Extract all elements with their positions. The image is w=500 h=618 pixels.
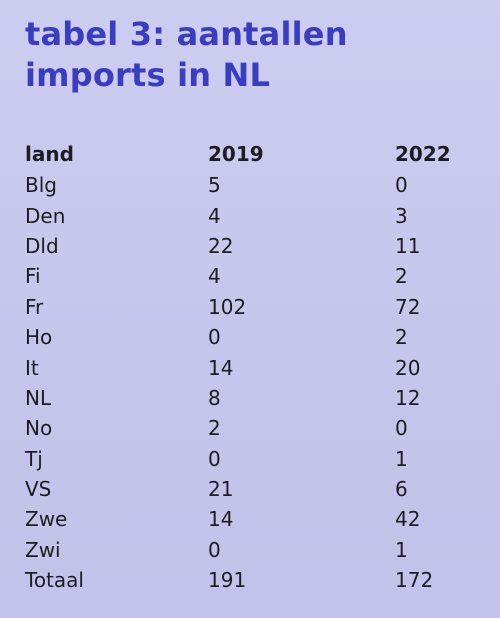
cell-country: Dld (25, 233, 59, 258)
table-row: Fi 4 2 (25, 261, 485, 291)
cell-total-label: Totaal (25, 568, 84, 593)
cell-country: Fr (25, 294, 44, 319)
table-row: Dld 22 11 (25, 231, 485, 261)
table-row: Zwe 14 42 (25, 504, 485, 534)
table-row: It 14 20 (25, 352, 485, 382)
cell-2022: 0 (395, 173, 408, 198)
cell-2022: 12 (395, 385, 421, 410)
cell-2022: 3 (395, 203, 408, 228)
cell-country: Tj (25, 446, 43, 471)
table-row: VS 21 6 (25, 474, 485, 504)
cell-country: Blg (25, 173, 57, 198)
cell-2019: 8 (208, 385, 221, 410)
table-title: tabel 3: aantallen imports in NL (25, 14, 348, 96)
cell-country: No (25, 416, 53, 441)
header-row: land 2019 2022 (25, 138, 485, 170)
table-row: Zwi 0 1 (25, 535, 485, 565)
table-title-line-2: imports in NL (25, 56, 271, 94)
cell-2019: 102 (208, 294, 247, 319)
cell-2022: 0 (395, 416, 408, 441)
cell-country: Zwi (25, 537, 61, 562)
cell-2022: 72 (395, 294, 421, 319)
table-row: Tj 0 1 (25, 444, 485, 474)
table-row: Den 4 3 (25, 200, 485, 230)
cell-2022: 2 (395, 325, 408, 350)
table-title-line-1: tabel 3: aantallen (25, 15, 348, 53)
cell-2022: 6 (395, 477, 408, 502)
cell-2022: 11 (395, 233, 421, 258)
cell-2022: 20 (395, 355, 421, 380)
table-row: Ho 0 2 (25, 322, 485, 352)
header-2019: 2019 (208, 142, 264, 166)
cell-country: VS (25, 477, 52, 502)
cell-2019: 2 (208, 416, 221, 441)
cell-2019: 14 (208, 507, 234, 532)
cell-country: Ho (25, 325, 53, 350)
table-row: Fr 102 72 (25, 292, 485, 322)
cell-2019: 4 (208, 203, 221, 228)
header-2022: 2022 (395, 142, 451, 166)
cell-2019: 22 (208, 233, 234, 258)
cell-total-2022: 172 (395, 568, 434, 593)
cell-2019: 0 (208, 325, 221, 350)
cell-country: Zwe (25, 507, 68, 532)
cell-country: Fi (25, 264, 41, 289)
table-row: Blg 5 0 (25, 170, 485, 200)
cell-2022: 1 (395, 446, 408, 471)
cell-2019: 4 (208, 264, 221, 289)
cell-total-2019: 191 (208, 568, 247, 593)
cell-2019: 21 (208, 477, 234, 502)
cell-country: NL (25, 385, 52, 410)
imports-table: land 2019 2022 Blg 5 0 Den 4 3 Dld 22 11 (25, 138, 485, 595)
total-row: Totaal 191 172 (25, 565, 485, 595)
cell-2022: 42 (395, 507, 421, 532)
header-land: land (25, 142, 74, 166)
table-row: No 2 0 (25, 413, 485, 443)
cell-2019: 0 (208, 446, 221, 471)
cell-2019: 5 (208, 173, 221, 198)
cell-country: It (25, 355, 39, 380)
cell-2019: 14 (208, 355, 234, 380)
cell-2022: 2 (395, 264, 408, 289)
table-row: NL 8 12 (25, 383, 485, 413)
cell-2019: 0 (208, 537, 221, 562)
cell-country: Den (25, 203, 66, 228)
cell-2022: 1 (395, 537, 408, 562)
